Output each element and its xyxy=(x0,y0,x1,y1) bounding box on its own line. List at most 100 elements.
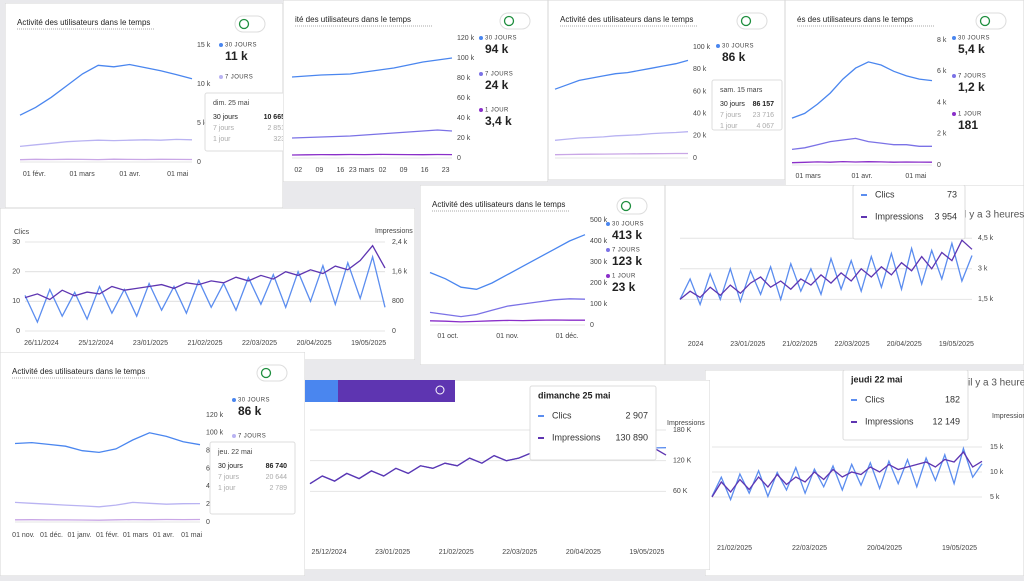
panel: és des utilisateurs dans le temps 8 k 6 k 4… xyxy=(785,0,1024,188)
tooltip-label: 7 jours xyxy=(218,474,240,481)
panel: 180 K 120 K 60 K Impressions 25/12/2024 23/01… xyxy=(300,380,710,570)
x-tick-label: 16 xyxy=(421,167,429,174)
panel-title: Activité des utilisateurs dans le temps xyxy=(560,15,693,24)
tooltip-value: 23 716 xyxy=(753,112,775,119)
y2-tick-label: 120 K xyxy=(673,458,692,465)
legend-label: 7 JOURS xyxy=(612,248,640,254)
legend-dot xyxy=(219,75,223,79)
x-tick-label: 25/12/2024 xyxy=(78,340,113,347)
x-tick-label: 01 nov. xyxy=(12,532,34,539)
tooltip-title: jeudi 22 mai xyxy=(850,374,903,384)
header-tab xyxy=(300,380,338,402)
panel-title: Activité des utilisateurs dans le temps xyxy=(432,200,565,209)
legend-label: 30 JOURS xyxy=(225,43,257,49)
y-tick-label: 2 k xyxy=(937,131,947,138)
tooltip-title: dimanche 25 mai xyxy=(538,390,611,400)
series-line xyxy=(19,158,193,161)
x-tick-label: 01 janv. xyxy=(67,532,91,539)
tooltip-value: 10 665 xyxy=(264,114,286,121)
x-tick-label: 20/04/2025 xyxy=(887,341,922,348)
x-tick-label: 01 févr. xyxy=(96,532,119,539)
series-line xyxy=(679,239,973,300)
x-tick-label: 21/02/2025 xyxy=(782,341,817,348)
tooltip-value: 12 149 xyxy=(932,416,960,426)
y-tick-label: 5 k xyxy=(197,120,207,127)
x-tick-label: 22/03/2025 xyxy=(242,340,277,347)
legend-dot xyxy=(952,36,956,40)
y2-tick-label: 1,6 k xyxy=(392,269,408,276)
series-line xyxy=(554,152,688,156)
y-tick-label: 0 xyxy=(693,155,697,162)
legend-label: 1 JOUR xyxy=(485,108,509,114)
panel: Activité des utilisateurs dans le temps 5… xyxy=(420,185,665,365)
panel: 4,5 k 3 k 1,5 k 2024 23/01/2025 21/02/2025 22/… xyxy=(665,185,1024,365)
x-tick-label: 22/03/2025 xyxy=(835,341,870,348)
series-line xyxy=(291,57,453,78)
legend-total: 24 k xyxy=(485,78,509,92)
tooltip-label: Impressions xyxy=(875,211,924,221)
y-tick-label: 100 k xyxy=(693,44,711,51)
y-tick-label: 40 k xyxy=(457,115,471,122)
y-tick-label: 80 k xyxy=(693,66,707,73)
tooltip-value: 86 157 xyxy=(753,101,775,108)
legend-label: 30 JOURS xyxy=(485,36,517,42)
tooltip-label: 30 jours xyxy=(213,114,238,121)
tooltip-title: jeu. 22 mai xyxy=(217,449,253,456)
tooltip-value: 73 xyxy=(947,189,957,199)
x-tick-label: 23/01/2025 xyxy=(730,341,765,348)
x-tick-label: 19/05/2025 xyxy=(629,549,664,556)
updated-note: il y a 3 heures xyxy=(962,210,1024,221)
tooltip xyxy=(204,92,283,152)
tooltip-label: Impressions xyxy=(865,416,914,426)
y2-tick-label: 0 xyxy=(392,328,396,335)
y-tick-label: 120 k xyxy=(206,412,224,419)
y2-axis-label: Impressions xyxy=(375,228,413,235)
tooltip xyxy=(529,385,657,461)
x-tick-label: 19/05/2025 xyxy=(939,341,974,348)
legend-dot xyxy=(606,222,610,226)
series-line xyxy=(429,319,585,323)
check-icon xyxy=(620,200,632,212)
y-tick-label: 0 xyxy=(457,155,461,162)
series-line xyxy=(19,138,193,148)
y2-tick-label: 10 k xyxy=(990,469,1004,476)
check-icon xyxy=(238,18,250,30)
y-tick-label: 40 k xyxy=(693,110,707,117)
panel-title: és des utilisateurs dans le temps xyxy=(797,15,913,24)
panel: 15 k 10 k 5 k Impressions 21/02/2025 22/03/20… xyxy=(705,370,1024,576)
legend-dot xyxy=(952,74,956,78)
y-tick-label: 20 k xyxy=(457,135,471,142)
tooltip-label: Clics xyxy=(552,410,572,420)
series-line xyxy=(711,446,983,502)
series-line xyxy=(19,63,193,116)
legend-dot xyxy=(606,248,610,252)
series-line xyxy=(554,59,689,90)
y2-tick-label: 15 k xyxy=(990,444,1004,451)
tooltip-value: 130 890 xyxy=(615,432,648,442)
y2-tick-label: 5 k xyxy=(990,494,1000,501)
x-tick-label: 25/12/2024 xyxy=(312,549,347,556)
y-tick-label: 20 xyxy=(12,269,20,276)
y-tick-label: 0 xyxy=(590,322,594,329)
y-tick-label: 0 xyxy=(197,159,201,166)
x-tick-label: 02 xyxy=(294,167,302,174)
tooltip-label: 1 jour xyxy=(213,136,231,143)
tooltip xyxy=(209,441,296,515)
tooltip xyxy=(852,185,966,240)
legend-total: 1,2 k xyxy=(958,80,985,94)
y-tick-label: 60 k xyxy=(693,88,707,95)
x-tick-label: 01 mai xyxy=(181,532,202,539)
y-tick-label: 10 xyxy=(12,298,20,305)
x-tick-label: 20/04/2025 xyxy=(297,340,332,347)
y-tick-label: 200 k xyxy=(590,280,608,287)
panel: 30 20 10 0 2,4 k 1,6 k 800 0 Clics Impressions 26/… xyxy=(0,208,415,360)
legend-dot xyxy=(952,112,956,116)
series-line xyxy=(554,131,689,141)
x-tick-label: 01 avr. xyxy=(851,173,872,180)
series-line xyxy=(291,129,453,139)
x-tick-label: 01 déc. xyxy=(556,333,579,340)
legend-dot xyxy=(232,398,236,402)
legend-label: 7 JOURS xyxy=(238,434,266,440)
panel-bg xyxy=(0,208,415,360)
